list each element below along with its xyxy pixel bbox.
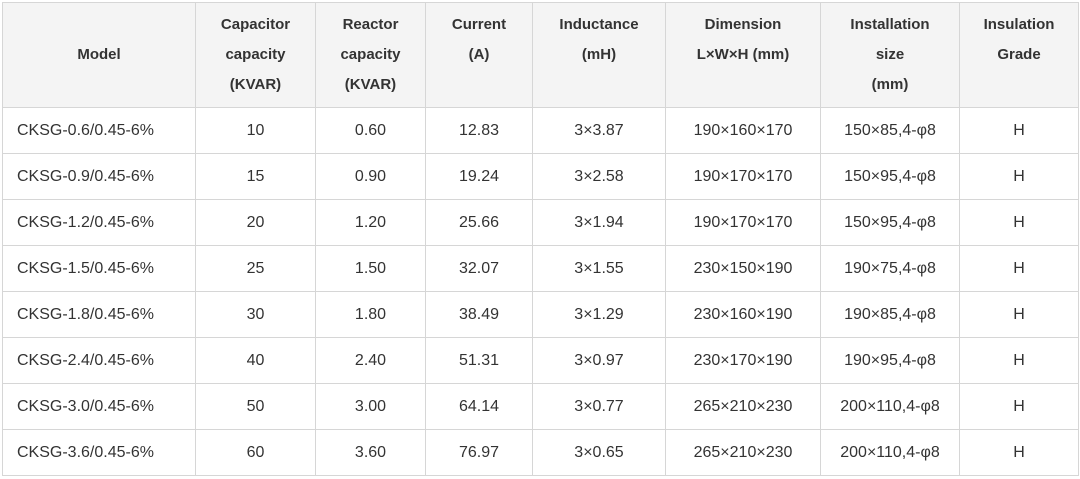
cell-capacitor-capacity: 10 (195, 107, 316, 154)
header-reactor-capacity: Reactor capacity (KVAR) (315, 2, 426, 108)
cell-capacitor-capacity: 30 (195, 291, 316, 338)
cell-current: 64.14 (425, 383, 533, 430)
cell-installation-size: 190×85,4-φ8 (820, 291, 960, 338)
table-row: CKSG-1.2/0.45-6% 20 1.20 25.66 3×1.94 19… (2, 199, 1079, 246)
table-row: CKSG-0.9/0.45-6% 15 0.90 19.24 3×2.58 19… (2, 153, 1079, 200)
cell-insulation-grade: H (959, 107, 1079, 154)
cell-dimension: 230×170×190 (665, 337, 821, 384)
cell-reactor-capacity: 1.50 (315, 245, 426, 292)
header-insulation-grade: Insulation Grade (959, 2, 1079, 108)
cell-capacitor-capacity: 40 (195, 337, 316, 384)
cell-model: CKSG-0.6/0.45-6% (2, 107, 196, 154)
cell-reactor-capacity: 3.00 (315, 383, 426, 430)
table-row: CKSG-0.6/0.45-6% 10 0.60 12.83 3×3.87 19… (2, 107, 1079, 154)
cell-dimension: 190×170×170 (665, 199, 821, 246)
cell-reactor-capacity: 0.60 (315, 107, 426, 154)
cell-capacitor-capacity: 25 (195, 245, 316, 292)
cell-current: 19.24 (425, 153, 533, 200)
cell-inductance: 3×0.97 (532, 337, 666, 384)
header-capacitor-capacity: Capacitor capacity (KVAR) (195, 2, 316, 108)
cell-current: 76.97 (425, 429, 533, 476)
cell-model: CKSG-3.6/0.45-6% (2, 429, 196, 476)
cell-current: 51.31 (425, 337, 533, 384)
cell-current: 38.49 (425, 291, 533, 338)
cell-model: CKSG-1.8/0.45-6% (2, 291, 196, 338)
cell-dimension: 190×170×170 (665, 153, 821, 200)
cell-capacitor-capacity: 60 (195, 429, 316, 476)
table-header: Model Capacitor capacity (KVAR) Reactor … (2, 2, 1079, 108)
cell-current: 32.07 (425, 245, 533, 292)
cell-model: CKSG-2.4/0.45-6% (2, 337, 196, 384)
cell-current: 12.83 (425, 107, 533, 154)
cell-dimension: 230×150×190 (665, 245, 821, 292)
table-row: CKSG-1.5/0.45-6% 25 1.50 32.07 3×1.55 23… (2, 245, 1079, 292)
cell-inductance: 3×1.55 (532, 245, 666, 292)
table-body: CKSG-0.6/0.45-6% 10 0.60 12.83 3×3.87 19… (2, 107, 1079, 476)
cell-reactor-capacity: 2.40 (315, 337, 426, 384)
table-row: CKSG-3.0/0.45-6% 50 3.00 64.14 3×0.77 26… (2, 383, 1079, 430)
cell-installation-size: 190×75,4-φ8 (820, 245, 960, 292)
cell-inductance: 3×3.87 (532, 107, 666, 154)
cell-insulation-grade: H (959, 291, 1079, 338)
cell-model: CKSG-1.5/0.45-6% (2, 245, 196, 292)
cell-capacitor-capacity: 15 (195, 153, 316, 200)
header-dimension: Dimension L×W×H (mm) (665, 2, 821, 108)
cell-insulation-grade: H (959, 429, 1079, 476)
header-inductance: Inductance (mH) (532, 2, 666, 108)
cell-dimension: 265×210×230 (665, 383, 821, 430)
cell-reactor-capacity: 1.20 (315, 199, 426, 246)
cell-capacitor-capacity: 50 (195, 383, 316, 430)
cell-reactor-capacity: 3.60 (315, 429, 426, 476)
header-installation-size: Installation size (mm) (820, 2, 960, 108)
cell-current: 25.66 (425, 199, 533, 246)
cell-dimension: 230×160×190 (665, 291, 821, 338)
cell-model: CKSG-0.9/0.45-6% (2, 153, 196, 200)
cell-inductance: 3×0.65 (532, 429, 666, 476)
cell-inductance: 3×2.58 (532, 153, 666, 200)
table-row: CKSG-2.4/0.45-6% 40 2.40 51.31 3×0.97 23… (2, 337, 1079, 384)
header-current: Current (A) (425, 2, 533, 108)
table-row: CKSG-1.8/0.45-6% 30 1.80 38.49 3×1.29 23… (2, 291, 1079, 338)
cell-insulation-grade: H (959, 153, 1079, 200)
header-model: Model (2, 2, 196, 108)
cell-installation-size: 150×95,4-φ8 (820, 199, 960, 246)
cell-insulation-grade: H (959, 337, 1079, 384)
cell-installation-size: 150×95,4-φ8 (820, 153, 960, 200)
cell-reactor-capacity: 1.80 (315, 291, 426, 338)
cell-insulation-grade: H (959, 199, 1079, 246)
header-row: Model Capacitor capacity (KVAR) Reactor … (2, 2, 1079, 108)
cell-inductance: 3×1.29 (532, 291, 666, 338)
cell-model: CKSG-1.2/0.45-6% (2, 199, 196, 246)
cell-reactor-capacity: 0.90 (315, 153, 426, 200)
cell-inductance: 3×1.94 (532, 199, 666, 246)
cell-dimension: 265×210×230 (665, 429, 821, 476)
cell-model: CKSG-3.0/0.45-6% (2, 383, 196, 430)
cell-installation-size: 190×95,4-φ8 (820, 337, 960, 384)
cell-installation-size: 150×85,4-φ8 (820, 107, 960, 154)
cell-insulation-grade: H (959, 245, 1079, 292)
cell-inductance: 3×0.77 (532, 383, 666, 430)
table-row: CKSG-3.6/0.45-6% 60 3.60 76.97 3×0.65 26… (2, 429, 1079, 476)
cell-dimension: 190×160×170 (665, 107, 821, 154)
cell-capacitor-capacity: 20 (195, 199, 316, 246)
cell-insulation-grade: H (959, 383, 1079, 430)
cell-installation-size: 200×110,4-φ8 (820, 429, 960, 476)
cell-installation-size: 200×110,4-φ8 (820, 383, 960, 430)
